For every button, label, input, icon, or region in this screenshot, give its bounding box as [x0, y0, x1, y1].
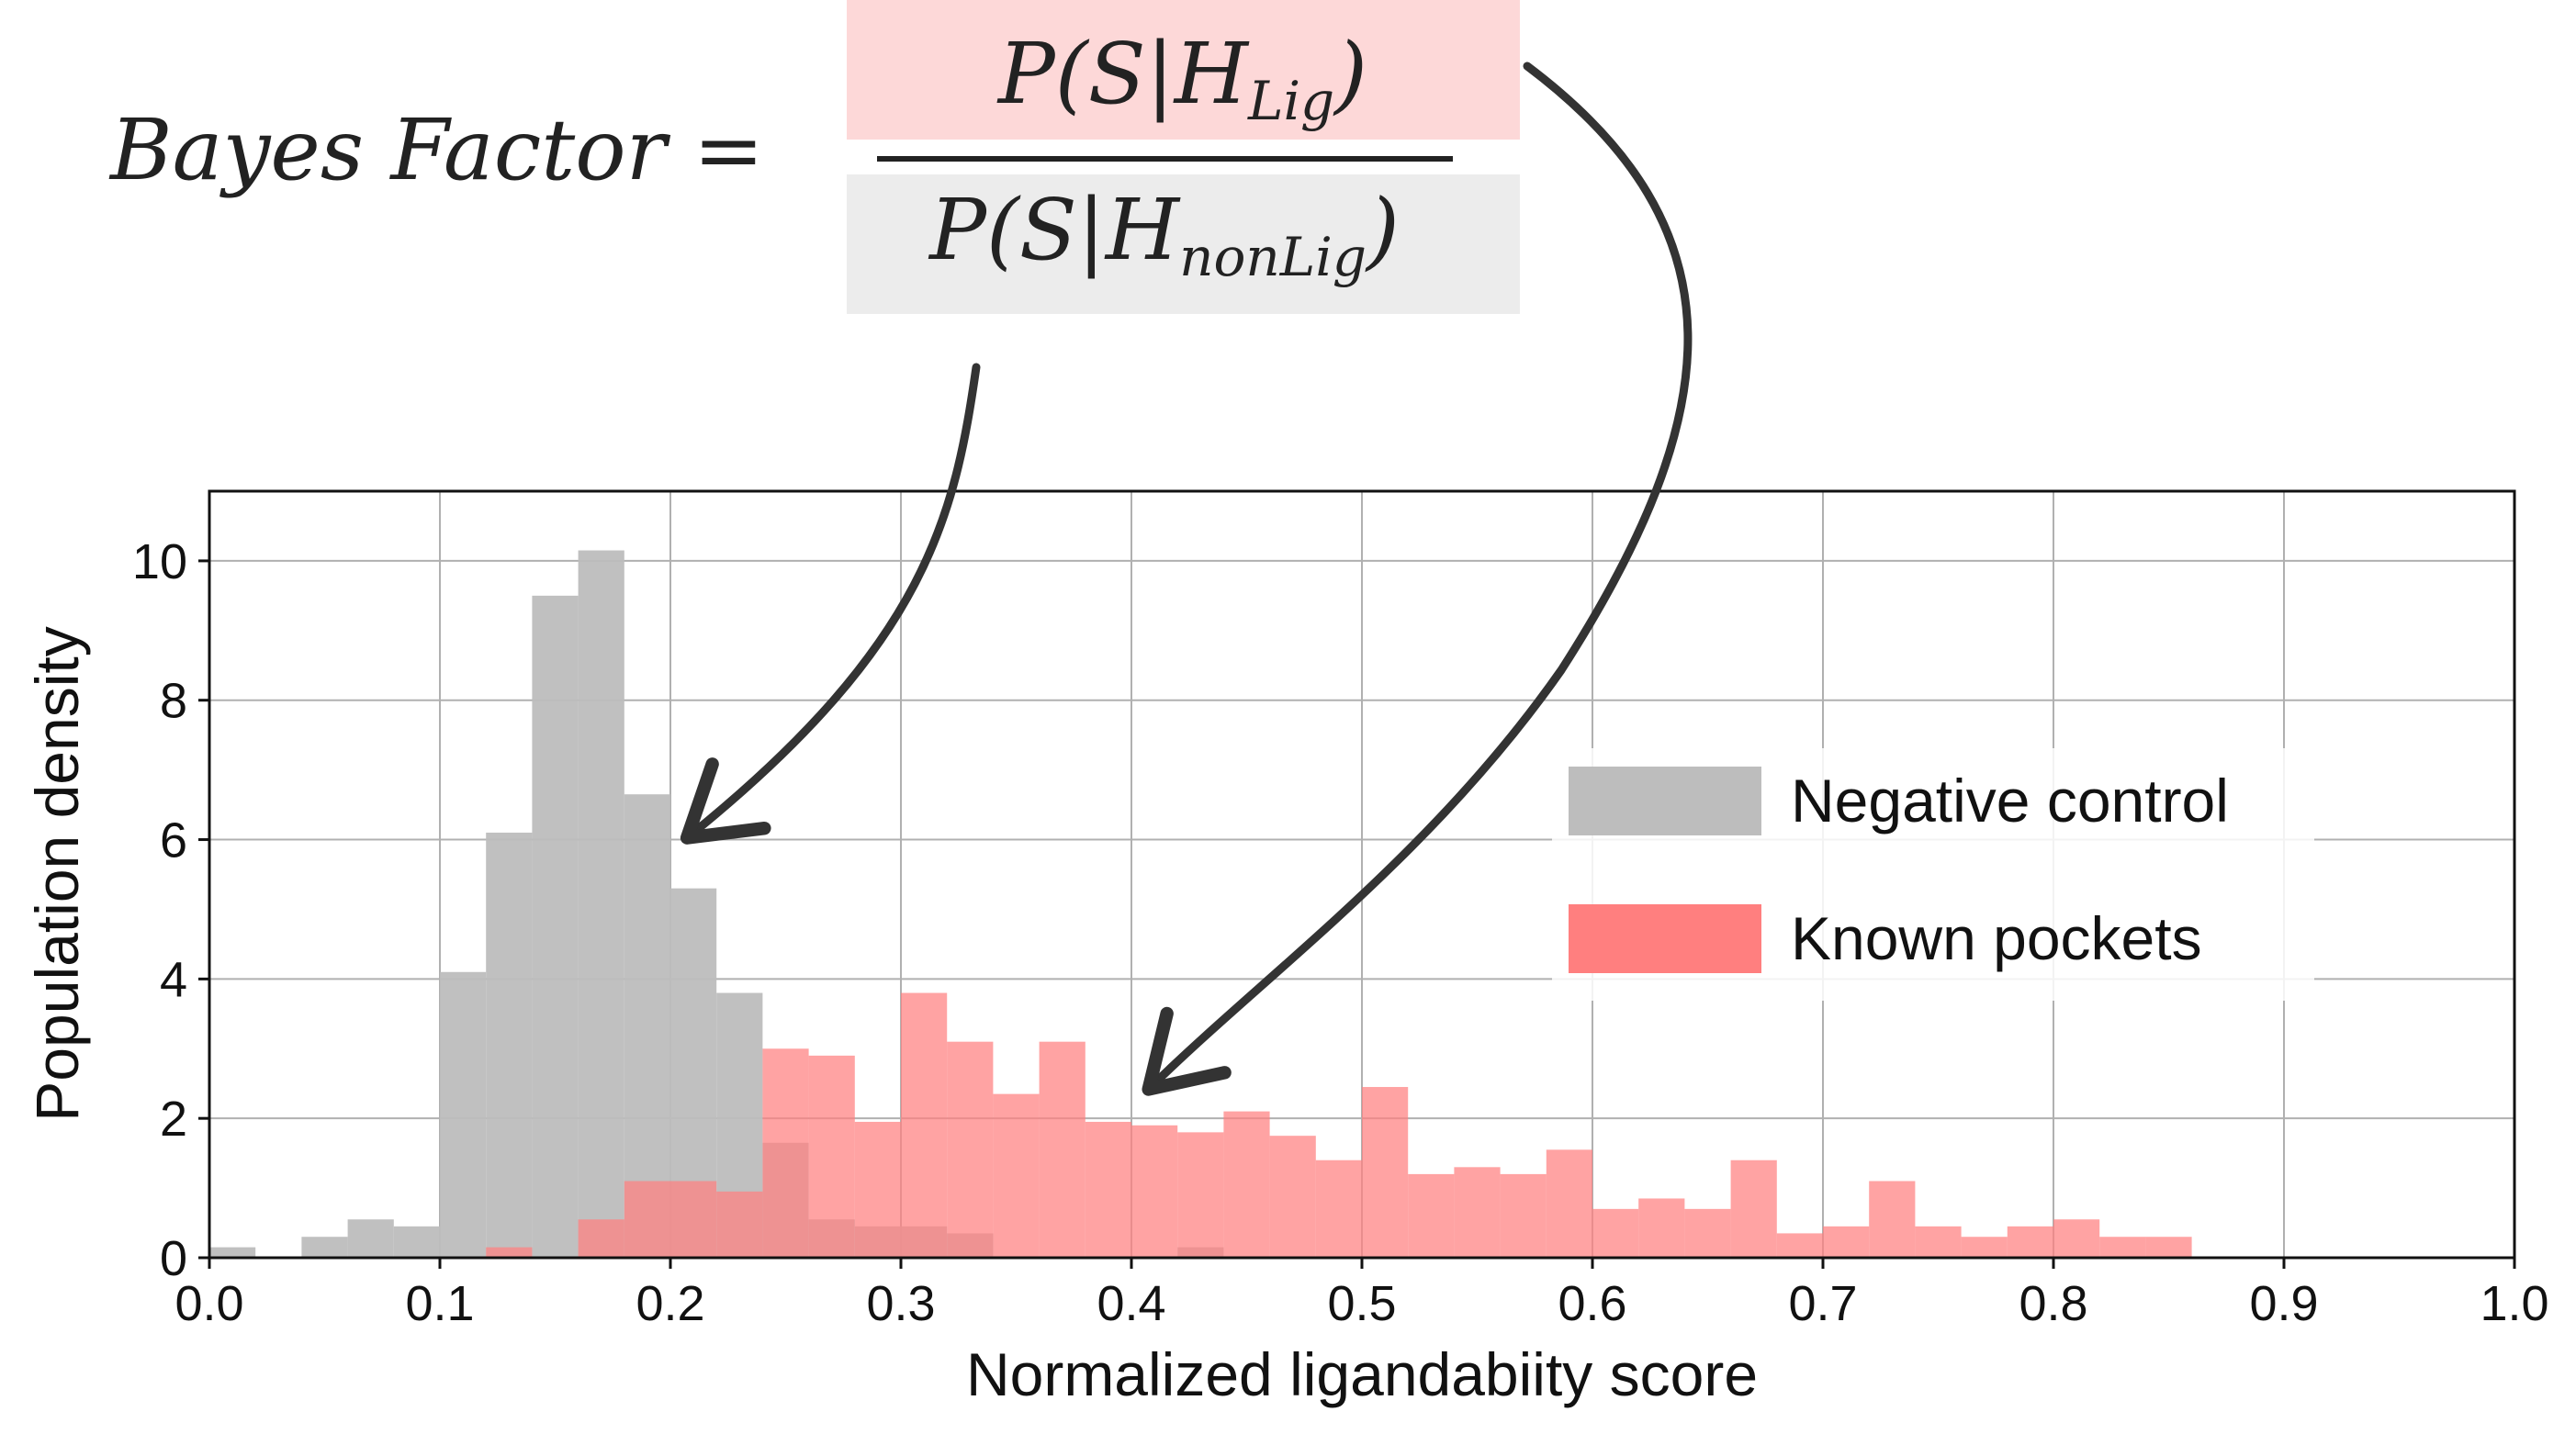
y-tick-label: 6 [160, 813, 187, 868]
x-tick-label: 0.5 [1327, 1276, 1396, 1331]
histogram-bar-known-pockets [1592, 1208, 1639, 1258]
denominator-highlight [847, 174, 1520, 314]
x-axis-label: Normalized ligandabiity score [966, 1340, 1758, 1408]
axis-ticks: 0.0 0.1 0.2 0.3 0.4 0.5 0.6 0.7 0.8 0.9 1.0 0 2 4 6 8 10 [132, 534, 2549, 1331]
histogram-bar-known-pockets [2145, 1237, 2192, 1258]
y-tick-label: 0 [160, 1231, 187, 1286]
legend-label-known-pockets: Known pockets [1791, 904, 2202, 972]
histogram-bar-known-pockets [1638, 1198, 1685, 1258]
equation-lhs: Bayes Factor = [108, 101, 764, 199]
histogram-bar-known-pockets [2053, 1219, 2100, 1258]
histogram-bar-known-pockets [1315, 1160, 1362, 1258]
histogram-bar-known-pockets [1823, 1226, 1870, 1258]
x-tick-label: 0.3 [866, 1276, 935, 1331]
numerator-highlight [847, 0, 1520, 140]
legend-swatch-known-pockets [1569, 904, 1761, 973]
histogram-bar-known-pockets [1915, 1226, 1962, 1258]
histogram-bar-known-pockets [1454, 1167, 1501, 1258]
histogram-bar-known-pockets [1223, 1111, 1270, 1258]
arrow-denominator-to-negative-control [680, 363, 981, 845]
denominator-bar: | [1077, 181, 1106, 279]
histogram-bar-known-pockets [1408, 1173, 1455, 1258]
numerator-bar: | [1146, 25, 1175, 123]
x-tick-label: 0.2 [636, 1276, 704, 1331]
x-tick-label: 0.1 [405, 1276, 474, 1331]
histogram-bar-known-pockets [1730, 1160, 1777, 1258]
x-tick-label: 0.4 [1097, 1276, 1165, 1331]
legend-swatch-negative-control [1569, 767, 1761, 835]
numerator-prefix: P(S [996, 25, 1146, 123]
denominator-expression: P(S|HnonLig) [928, 181, 1400, 288]
histogram-bar-known-pockets [578, 1219, 624, 1258]
denominator-prefix: P(S [928, 181, 1077, 279]
histogram-bar-negative-control [209, 1247, 256, 1258]
histogram-bar-known-pockets [1546, 1149, 1592, 1258]
x-tick-label: 1.0 [2480, 1276, 2548, 1331]
numerator-suffix: ) [1333, 25, 1367, 123]
histogram-bar-negative-control [486, 832, 533, 1258]
numerator-h: H [1173, 25, 1250, 123]
histogram-bar-known-pockets [670, 1181, 717, 1258]
histogram-bar-known-pockets [1131, 1125, 1178, 1258]
histogram-bar-known-pockets [1869, 1181, 1916, 1258]
histogram-bar-known-pockets [1500, 1173, 1547, 1258]
histogram-bar-negative-control [301, 1237, 348, 1258]
histogram-bars [209, 550, 2192, 1258]
histogram-bar-known-pockets [1684, 1208, 1731, 1258]
x-tick-label: 0.9 [2249, 1276, 2318, 1331]
histogram-bar-known-pockets [947, 1041, 994, 1258]
x-tick-label: 0.0 [174, 1276, 243, 1331]
arrow-numerator-to-known-pockets [1142, 62, 1693, 1096]
histogram-bar-known-pockets [854, 1121, 901, 1258]
bayes-equation: Bayes Factor = P(S|HLig) P(S|HnonLig) [108, 0, 1520, 314]
histogram-bar-negative-control [578, 550, 624, 1258]
x-tick-label: 0.8 [2019, 1276, 2087, 1331]
histogram-bar-negative-control [440, 971, 487, 1258]
legend: Negative control Known pockets [1552, 748, 2314, 1001]
numerator-expression: P(S|HLig) [996, 25, 1367, 132]
denominator-suffix: ) [1365, 181, 1400, 279]
y-tick-label: 10 [132, 534, 187, 589]
numerator-sub: Lig [1247, 70, 1334, 132]
histogram-bar-known-pockets [1776, 1233, 1823, 1258]
histogram-bar-known-pockets [901, 992, 948, 1258]
histogram-bar-known-pockets [1362, 1087, 1409, 1258]
histogram-bar-known-pockets [2007, 1226, 2053, 1258]
histogram-bar-negative-control [532, 595, 579, 1258]
histogram-bar-negative-control [393, 1226, 440, 1258]
legend-label-negative-control: Negative control [1791, 767, 2229, 835]
y-tick-label: 4 [160, 952, 187, 1007]
histogram-bar-known-pockets [1269, 1136, 1316, 1258]
histogram-bar-negative-control [624, 794, 670, 1258]
y-tick-label: 2 [160, 1092, 187, 1147]
histogram-bar-known-pockets [624, 1181, 670, 1258]
histogram-bar-known-pockets [808, 1055, 855, 1258]
histogram-bar-known-pockets [486, 1247, 533, 1258]
histogram-bar-known-pockets [1085, 1121, 1131, 1258]
histogram-bar-known-pockets [716, 1191, 763, 1258]
histogram-bar-negative-control [347, 1219, 394, 1258]
denominator-h: H [1104, 181, 1181, 279]
y-tick-label: 8 [160, 674, 187, 729]
x-tick-label: 0.6 [1558, 1276, 1626, 1331]
histogram-bar-known-pockets [2099, 1237, 2146, 1258]
histogram-bar-known-pockets [762, 1048, 809, 1258]
x-tick-label: 0.7 [1788, 1276, 1857, 1331]
histogram-bar-known-pockets [1039, 1041, 1086, 1258]
denominator-sub: nonLig [1179, 226, 1367, 288]
histogram-bar-known-pockets [1961, 1237, 2008, 1258]
y-axis-label: Population density [23, 626, 91, 1121]
histogram-bar-known-pockets [1177, 1132, 1224, 1258]
histogram-bar-known-pockets [993, 1093, 1040, 1258]
